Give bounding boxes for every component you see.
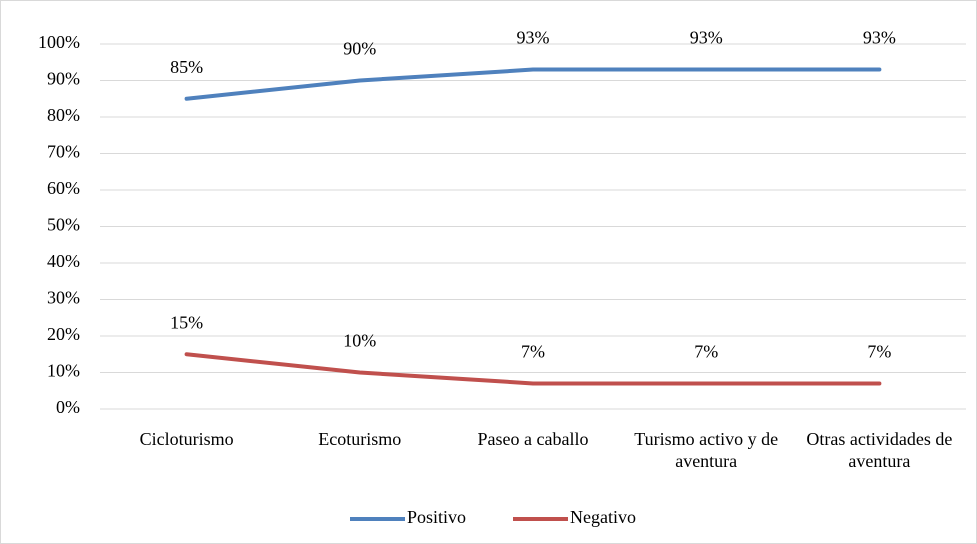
y-tick-label: 80%: [47, 105, 80, 125]
y-tick-label: 40%: [47, 251, 80, 271]
data-label: 93%: [863, 28, 896, 48]
data-label: 7%: [694, 342, 718, 362]
y-tick-label: 20%: [47, 324, 80, 344]
x-tick-label: Turismo activo y de aventura: [634, 429, 779, 471]
legend-label: Positivo: [407, 507, 466, 527]
y-tick-label: 100%: [38, 32, 80, 52]
series-line: [184, 67, 882, 101]
data-label: 7%: [867, 342, 891, 362]
data-label: 15%: [170, 312, 203, 332]
y-tick-label: 70%: [47, 142, 80, 162]
y-tick-label: 50%: [47, 215, 80, 235]
y-tick-label: 10%: [47, 361, 80, 381]
y-tick-label: 0%: [56, 397, 80, 417]
y-tick-label: 30%: [47, 288, 80, 308]
data-label: 7%: [521, 342, 545, 362]
series-line: [184, 352, 882, 386]
data-label: 85%: [170, 57, 203, 77]
y-tick-label: 90%: [47, 69, 80, 89]
y-tick-label: 60%: [47, 178, 80, 198]
data-label: 90%: [343, 39, 376, 59]
x-tick-label: Otras actividades de aventura: [806, 429, 953, 471]
data-label: 93%: [517, 28, 550, 48]
x-tick-label: Paseo a caballo: [477, 429, 589, 449]
data-label: 93%: [690, 28, 723, 48]
x-tick-label: Ecoturismo: [318, 429, 402, 449]
x-tick-label: Cicloturismo: [139, 429, 234, 449]
legend-label: Negativo: [570, 507, 636, 527]
data-label: 10%: [343, 331, 376, 351]
